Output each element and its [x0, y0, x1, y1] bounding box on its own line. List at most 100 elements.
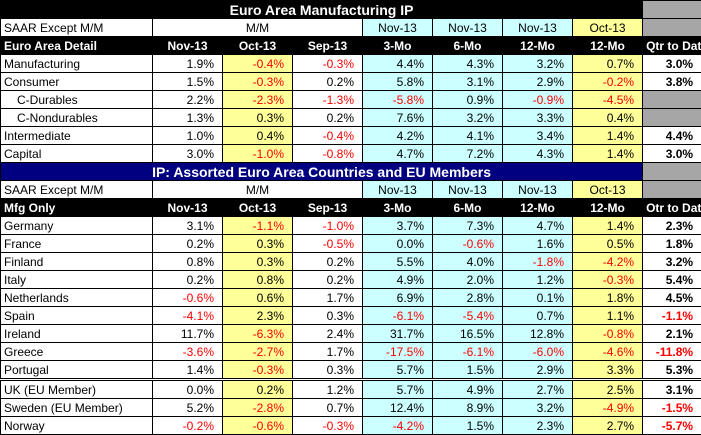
data-cell: -1.0%	[223, 145, 293, 163]
mm-label: M/M	[153, 19, 363, 37]
column-header-c5: 12-Mo	[503, 199, 573, 217]
qtr-to-date-cell: 2.3%	[643, 217, 701, 235]
data-cell: 16.5%	[433, 325, 503, 343]
data-cell: 0.2%	[293, 73, 363, 91]
row-label: Consumer	[1, 73, 153, 91]
data-cell: -5.8%	[363, 91, 433, 109]
data-cell: 3.1%	[153, 217, 223, 235]
data-cell: 3.2%	[503, 399, 573, 417]
data-cell: 3.3%	[503, 109, 573, 127]
title-row: IP: Assorted Euro Area Countries and EU …	[1, 163, 701, 181]
data-cell: 3.7%	[363, 217, 433, 235]
table-row: UK (EU Member)0.0%0.2%1.2%5.7%4.9%2.7%2.…	[1, 380, 701, 399]
qtr-to-date-cell: 5.3%	[643, 361, 701, 380]
subheader-6mo-month: Nov-13	[433, 181, 503, 199]
data-cell: -0.4%	[223, 55, 293, 73]
data-cell: -0.4%	[293, 127, 363, 145]
data-cell: 0.7%	[293, 399, 363, 417]
title-row: Euro Area Manufacturing IP	[1, 1, 701, 19]
data-cell: 0.2%	[293, 253, 363, 271]
data-cell: 5.2%	[153, 399, 223, 417]
data-cell: 1.0%	[153, 127, 223, 145]
data-cell: -2.7%	[223, 343, 293, 361]
column-header-c2: Sep-13	[293, 37, 363, 55]
subheader-12mo-prev-month: Oct-13	[573, 19, 643, 37]
row-label: Portugal	[1, 361, 153, 380]
data-cell: 0.0%	[363, 235, 433, 253]
row-label: Netherlands	[1, 289, 153, 307]
data-cell: 2.4%	[293, 325, 363, 343]
data-cell: -2.3%	[223, 91, 293, 109]
qtr-to-date-cell: 3.1%	[643, 380, 701, 399]
data-cell: 1.2%	[503, 271, 573, 289]
qtr-to-date-cell: 2.1%	[643, 325, 701, 343]
column-header-c1: Oct-13	[223, 37, 293, 55]
data-cell: 4.7%	[503, 217, 573, 235]
countries-table: IP: Assorted Euro Area Countries and EU …	[0, 162, 701, 435]
column-header-qtd: Otr to Date	[643, 199, 701, 217]
data-cell: 8.9%	[433, 399, 503, 417]
row-label: Manufacturing	[1, 55, 153, 73]
data-cell: 2.5%	[573, 380, 643, 399]
section-title: IP: Assorted Euro Area Countries and EU …	[1, 163, 643, 181]
data-cell: 0.8%	[153, 253, 223, 271]
data-cell: 2.9%	[503, 361, 573, 380]
data-cell: -0.8%	[293, 145, 363, 163]
data-cell: 0.3%	[293, 361, 363, 380]
qtr-to-date-cell	[643, 91, 701, 109]
data-cell: 5.7%	[363, 380, 433, 399]
data-cell: -1.3%	[293, 91, 363, 109]
data-cell: 2.9%	[503, 73, 573, 91]
data-cell: 0.7%	[503, 307, 573, 325]
subheader-12mo-month: Nov-13	[503, 181, 573, 199]
data-cell: -1.8%	[503, 253, 573, 271]
qtr-to-date-cell: 3.8%	[643, 73, 701, 91]
subheader-3mo-month: Nov-13	[363, 181, 433, 199]
data-cell: 4.3%	[433, 55, 503, 73]
data-cell: -3.6%	[153, 343, 223, 361]
grey-header-cell	[643, 19, 701, 37]
qtr-to-date-cell	[643, 109, 701, 127]
data-cell: 0.2%	[223, 380, 293, 399]
subheader-6mo-month: Nov-13	[433, 19, 503, 37]
qtr-to-date-cell: 4.4%	[643, 127, 701, 145]
data-cell: 3.2%	[433, 109, 503, 127]
data-cell: 3.2%	[503, 55, 573, 73]
data-cell: 0.3%	[223, 109, 293, 127]
data-cell: 1.2%	[293, 380, 363, 399]
data-cell: 4.2%	[363, 127, 433, 145]
data-cell: 1.4%	[153, 361, 223, 380]
data-cell: -4.2%	[573, 253, 643, 271]
data-cell: 0.4%	[573, 109, 643, 127]
data-cell: 2.2%	[153, 91, 223, 109]
data-cell: 2.0%	[433, 271, 503, 289]
data-cell: -0.6%	[433, 235, 503, 253]
data-cell: 4.9%	[433, 380, 503, 399]
data-cell: 7.3%	[433, 217, 503, 235]
row-label-header: Euro Area Detail	[1, 37, 153, 55]
data-cell: -0.3%	[293, 55, 363, 73]
qtr-to-date-cell: 3.0%	[643, 55, 701, 73]
data-cell: 1.8%	[573, 289, 643, 307]
data-cell: 4.7%	[363, 145, 433, 163]
data-cell: 0.4%	[223, 127, 293, 145]
data-cell: -1.1%	[223, 217, 293, 235]
subheader-3mo-month: Nov-13	[363, 19, 433, 37]
data-cell: 0.8%	[223, 271, 293, 289]
data-cell: 4.3%	[503, 145, 573, 163]
column-header-c1: Oct-13	[223, 199, 293, 217]
table-row: Greece-3.6%-2.7%1.7%-17.5%-6.1%-6.0%-4.6…	[1, 343, 701, 361]
qtr-to-date-cell: -1.1%	[643, 307, 701, 325]
data-cell: 0.2%	[153, 235, 223, 253]
data-cell: 4.0%	[433, 253, 503, 271]
data-cell: -0.8%	[573, 325, 643, 343]
data-cell: 1.4%	[573, 145, 643, 163]
data-cell: -6.0%	[503, 343, 573, 361]
data-cell: 6.9%	[363, 289, 433, 307]
